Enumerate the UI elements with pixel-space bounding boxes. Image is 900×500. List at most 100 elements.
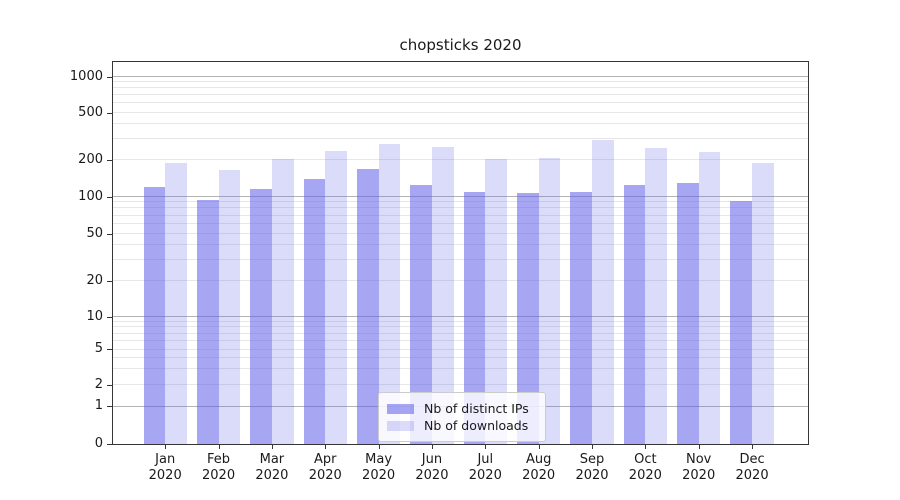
x-tick-mark-jun xyxy=(431,445,433,449)
grid-layer xyxy=(113,62,808,444)
bar-jun-distinct-ips xyxy=(410,184,432,444)
gridline-50 xyxy=(113,232,808,234)
y-tick-mark-2 xyxy=(107,384,112,386)
legend-item-distinct-ips: Nb of distinct IPs xyxy=(387,401,537,416)
x-tick-label-oct: Oct 2020 xyxy=(628,452,662,483)
y-tick-mark-200 xyxy=(107,160,112,162)
gridline-100 xyxy=(113,195,808,197)
y-tick-mark-100 xyxy=(107,196,112,198)
x-tick-mark-sep xyxy=(592,445,593,449)
legend-label-distinct-ips: Nb of distinct IPs xyxy=(424,401,529,416)
y-tick-mark-5 xyxy=(107,349,112,351)
x-tick-mark-nov xyxy=(698,445,700,449)
bar-sep-downloads xyxy=(592,140,614,444)
bar-aug-distinct-ips xyxy=(516,192,539,444)
y-tick-label-500: 500 xyxy=(78,104,103,120)
gridline-minor-800 xyxy=(113,87,808,89)
bar-oct-distinct-ips xyxy=(623,184,646,444)
bar-mar-distinct-ips xyxy=(250,188,272,444)
x-tick-label-apr: Apr 2020 xyxy=(308,452,342,483)
bar-aug-downloads xyxy=(538,157,561,444)
x-tick-label-may: May 2020 xyxy=(362,452,396,483)
bar-jul-downloads xyxy=(485,159,507,444)
y-tick-label-0: 0 xyxy=(94,436,103,451)
x-tick-mark-oct xyxy=(645,445,647,449)
y-tick-label-20: 20 xyxy=(86,272,103,288)
gridline-minor-60 xyxy=(113,222,808,224)
gridline-20 xyxy=(113,279,808,281)
y-tick-label-1: 1 xyxy=(94,398,103,414)
plot-area: Nb of distinct IPs Nb of downloads xyxy=(112,61,809,445)
gridline-minor-4 xyxy=(113,357,808,359)
gridline-minor-80 xyxy=(113,207,808,209)
gridline-minor-8 xyxy=(113,326,808,328)
legend-label-downloads: Nb of downloads xyxy=(424,418,529,433)
y-tick-mark-500 xyxy=(107,112,112,114)
x-tick-label-jun: Jun 2020 xyxy=(415,452,449,483)
bar-may-downloads xyxy=(378,144,401,444)
x-tick-label-mar: Mar 2020 xyxy=(255,452,289,483)
bar-may-distinct-ips xyxy=(356,168,379,444)
bar-feb-downloads xyxy=(218,170,241,444)
y-tick-label-10: 10 xyxy=(86,308,103,324)
x-tick-label-feb: Feb 2020 xyxy=(202,452,236,483)
y-tick-mark-1 xyxy=(107,406,112,408)
y-tick-label-200: 200 xyxy=(78,152,103,168)
bar-dec-distinct-ips xyxy=(730,200,753,444)
gridline-10 xyxy=(113,315,808,317)
gridline-minor-700 xyxy=(113,94,808,96)
gridline-minor-40 xyxy=(113,244,808,246)
x-tick-label-aug: Aug 2020 xyxy=(522,452,556,483)
y-tick-label-2: 2 xyxy=(94,376,103,392)
y-tick-mark-0 xyxy=(107,444,112,445)
bar-apr-distinct-ips xyxy=(303,178,326,444)
gridline-1000 xyxy=(113,75,808,77)
legend-item-downloads: Nb of downloads xyxy=(387,418,537,433)
gridline-minor-30 xyxy=(113,258,808,260)
gridline-minor-900 xyxy=(113,81,808,83)
x-tick-mark-apr xyxy=(325,445,327,449)
legend-swatch-distinct-ips xyxy=(387,403,414,414)
bar-apr-downloads xyxy=(325,150,347,444)
bar-mar-downloads xyxy=(271,159,294,444)
bar-feb-distinct-ips xyxy=(196,199,219,444)
chart-title: chopsticks 2020 xyxy=(399,36,522,54)
bar-jan-downloads xyxy=(165,162,187,444)
x-tick-label-nov: Nov 2020 xyxy=(682,452,716,483)
bar-jul-distinct-ips xyxy=(463,192,486,444)
y-tick-mark-20 xyxy=(107,280,112,282)
x-tick-mark-dec xyxy=(752,445,754,449)
bar-dec-downloads xyxy=(752,162,774,444)
gridline-500 xyxy=(113,111,808,113)
x-tick-mark-jan xyxy=(165,445,167,449)
gridline-minor-600 xyxy=(113,102,808,104)
x-tick-mark-feb xyxy=(218,445,220,449)
bar-nov-downloads xyxy=(698,151,721,444)
gridline-minor-6 xyxy=(113,339,808,341)
x-tick-mark-may xyxy=(378,445,380,449)
x-tick-label-jul: Jul 2020 xyxy=(468,452,502,483)
gridline-minor-90 xyxy=(113,201,808,203)
bar-layer xyxy=(113,62,808,444)
bar-nov-distinct-ips xyxy=(677,183,699,444)
bar-sep-distinct-ips xyxy=(570,191,592,444)
gridline-minor-7 xyxy=(113,332,808,334)
x-tick-label-dec: Dec 2020 xyxy=(735,452,769,483)
y-tick-mark-50 xyxy=(107,233,112,235)
y-tick-label-50: 50 xyxy=(86,225,103,241)
gridline-minor-9 xyxy=(113,320,808,322)
gridline-2 xyxy=(113,383,808,385)
legend-swatch-downloads xyxy=(387,420,414,431)
gridline-minor-70 xyxy=(113,214,808,216)
gridline-200 xyxy=(113,159,808,161)
gridline-minor-400 xyxy=(113,123,808,125)
x-tick-label-jan: Jan 2020 xyxy=(148,452,182,483)
y-tick-mark-10 xyxy=(107,316,112,318)
y-tick-label-5: 5 xyxy=(94,341,103,357)
bar-jan-distinct-ips xyxy=(143,187,166,444)
x-tick-mark-jul xyxy=(485,445,487,449)
y-tick-mark-1000 xyxy=(107,76,112,78)
y-tick-label-100: 100 xyxy=(78,188,103,204)
x-tick-mark-mar xyxy=(271,445,273,449)
gridline-minor-300 xyxy=(113,138,808,140)
